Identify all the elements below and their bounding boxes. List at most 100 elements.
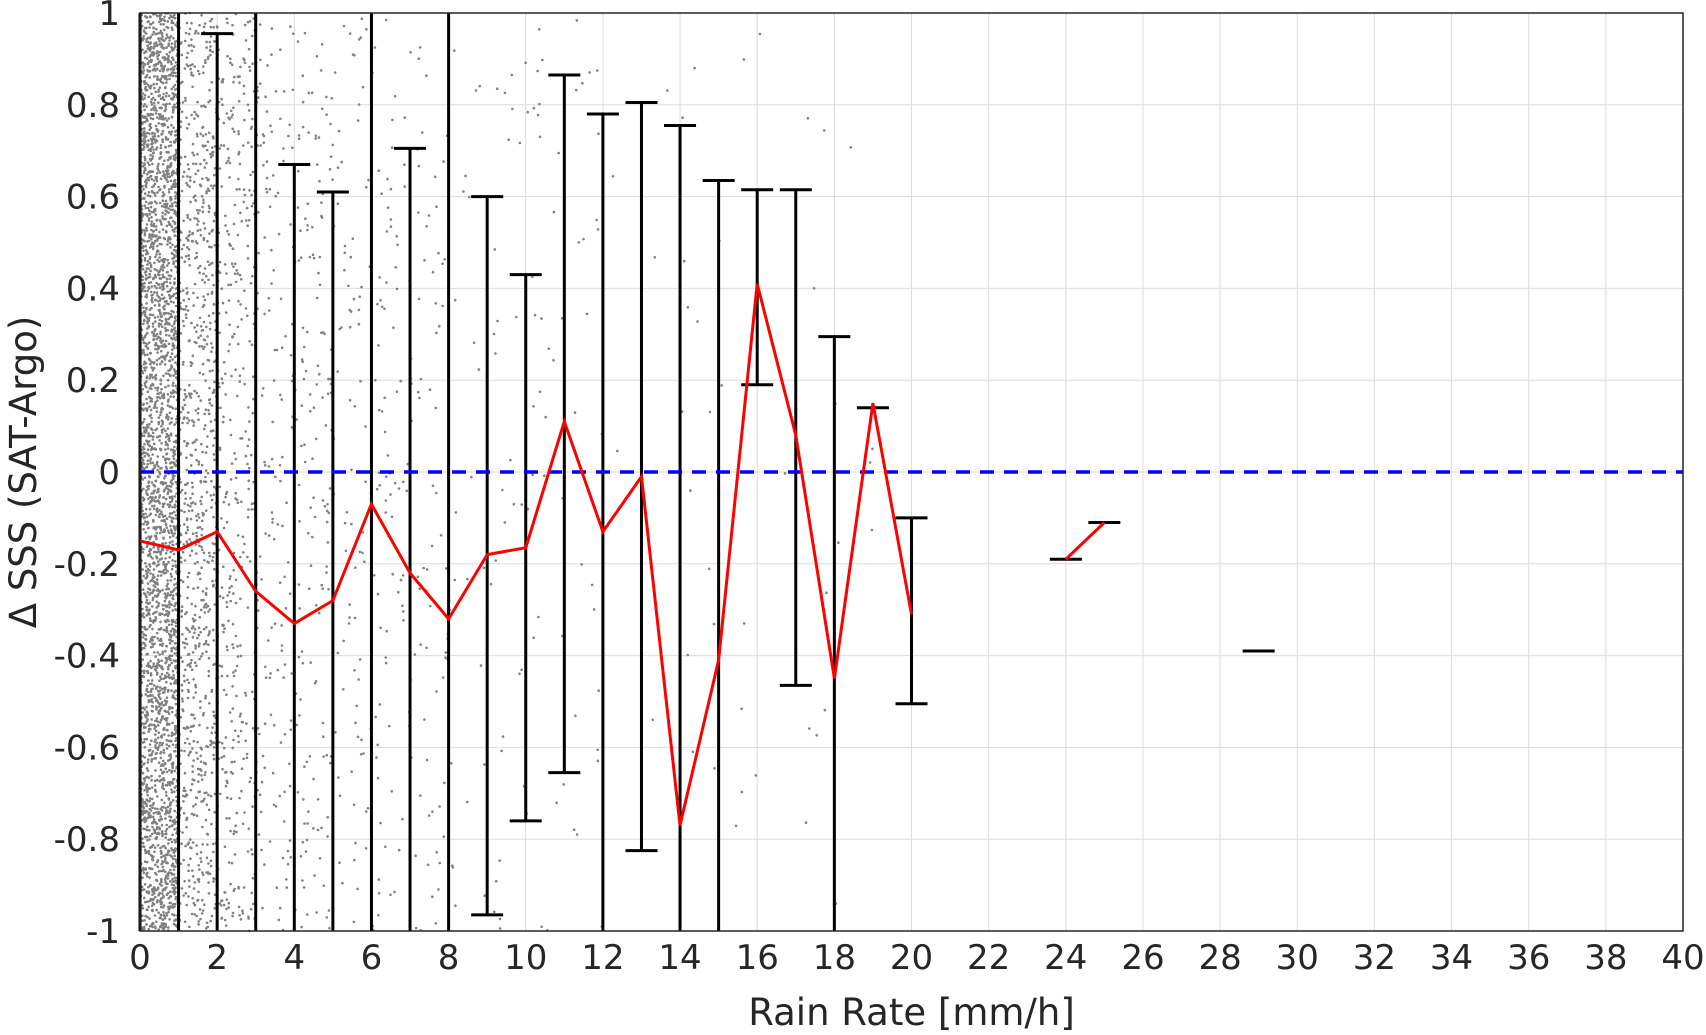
scatter-point <box>183 749 186 753</box>
scatter-point <box>145 790 149 794</box>
scatter-point <box>241 822 245 826</box>
scatter-point <box>157 563 160 566</box>
scatter-point <box>218 167 222 170</box>
scatter-point <box>142 925 146 929</box>
scatter-point <box>171 205 174 208</box>
scatter-point <box>170 511 174 515</box>
scatter-point <box>191 532 195 535</box>
scatter-point <box>169 629 173 633</box>
scatter-point <box>225 645 229 648</box>
scatter-point <box>145 88 149 92</box>
scatter-point <box>171 219 175 223</box>
scatter-point <box>190 912 194 916</box>
scatter-point <box>147 202 151 205</box>
scatter-point <box>163 613 167 617</box>
scatter-point <box>199 655 203 658</box>
scatter-point <box>211 228 214 232</box>
scatter-point <box>170 873 174 876</box>
scatter-point <box>251 727 255 730</box>
scatter-point <box>301 100 305 104</box>
scatter-point <box>306 202 310 205</box>
scatter-point <box>143 232 147 235</box>
scatter-point <box>151 498 154 502</box>
scatter-point <box>192 196 195 199</box>
scatter-point <box>282 820 286 823</box>
scatter-point <box>210 498 214 502</box>
scatter-point <box>144 183 148 187</box>
scatter-point <box>156 886 160 889</box>
scatter-point <box>150 220 153 223</box>
scatter-point <box>153 404 156 408</box>
scatter-point <box>189 750 192 753</box>
scatter-point <box>183 771 187 775</box>
scatter-point <box>183 416 186 419</box>
scatter-point <box>164 230 168 233</box>
scatter-point <box>223 263 227 266</box>
scatter-point <box>209 420 213 423</box>
scatter-point <box>377 408 381 412</box>
scatter-point <box>157 869 161 873</box>
scatter-point <box>304 217 307 220</box>
scatter-point <box>196 229 200 232</box>
scatter-point <box>159 721 162 724</box>
scatter-point <box>147 426 150 429</box>
scatter-point <box>208 48 212 52</box>
scatter-point <box>281 455 284 459</box>
scatter-point <box>160 480 163 484</box>
scatter-point <box>321 587 325 590</box>
scatter-point <box>148 213 152 216</box>
scatter-point <box>218 147 222 150</box>
scatter-point <box>199 851 203 854</box>
scatter-point <box>228 343 231 346</box>
scatter-point <box>196 526 200 529</box>
scatter-point <box>229 109 233 113</box>
scatter-point <box>164 806 168 810</box>
scatter-point <box>167 236 170 239</box>
scatter-point <box>172 868 176 871</box>
scatter-point <box>205 871 208 874</box>
scatter-point <box>167 910 170 914</box>
scatter-point <box>196 212 200 215</box>
scatter-point <box>146 176 149 180</box>
scatter-point <box>183 260 187 264</box>
scatter-point <box>201 548 204 551</box>
scatter-point <box>191 651 195 654</box>
scatter-point <box>203 412 206 416</box>
scatter-point <box>319 69 323 72</box>
scatter-point <box>152 828 156 831</box>
scatter-point <box>246 314 249 318</box>
scatter-point <box>173 532 176 535</box>
scatter-point <box>171 56 174 59</box>
scatter-point <box>146 145 149 149</box>
scatter-point <box>312 256 316 260</box>
scatter-point <box>144 520 147 523</box>
scatter-point <box>150 760 153 763</box>
scatter-point <box>300 444 303 448</box>
scatter-point <box>159 177 163 181</box>
scatter-point <box>166 58 169 61</box>
scatter-point <box>149 694 152 698</box>
scatter-point <box>207 278 210 282</box>
scatter-point <box>389 493 392 496</box>
scatter-point <box>158 900 162 903</box>
scatter-point <box>154 616 157 619</box>
scatter-point <box>152 621 155 624</box>
scatter-point <box>164 784 168 787</box>
scatter-point <box>146 240 149 243</box>
scatter-point <box>198 264 202 268</box>
scatter-point <box>172 85 175 89</box>
scatter-point <box>247 827 251 830</box>
scatter-point <box>161 273 165 277</box>
scatter-point <box>212 710 215 714</box>
scatter-point <box>212 485 216 489</box>
scatter-point <box>165 320 168 324</box>
scatter-point <box>173 495 177 498</box>
scatter-point <box>149 413 153 417</box>
scatter-point <box>167 261 171 265</box>
scatter-point <box>164 429 167 433</box>
scatter-point <box>192 162 195 166</box>
scatter-point <box>153 298 157 302</box>
scatter-point <box>142 528 145 531</box>
scatter-point <box>157 628 161 631</box>
scatter-point <box>258 82 262 85</box>
